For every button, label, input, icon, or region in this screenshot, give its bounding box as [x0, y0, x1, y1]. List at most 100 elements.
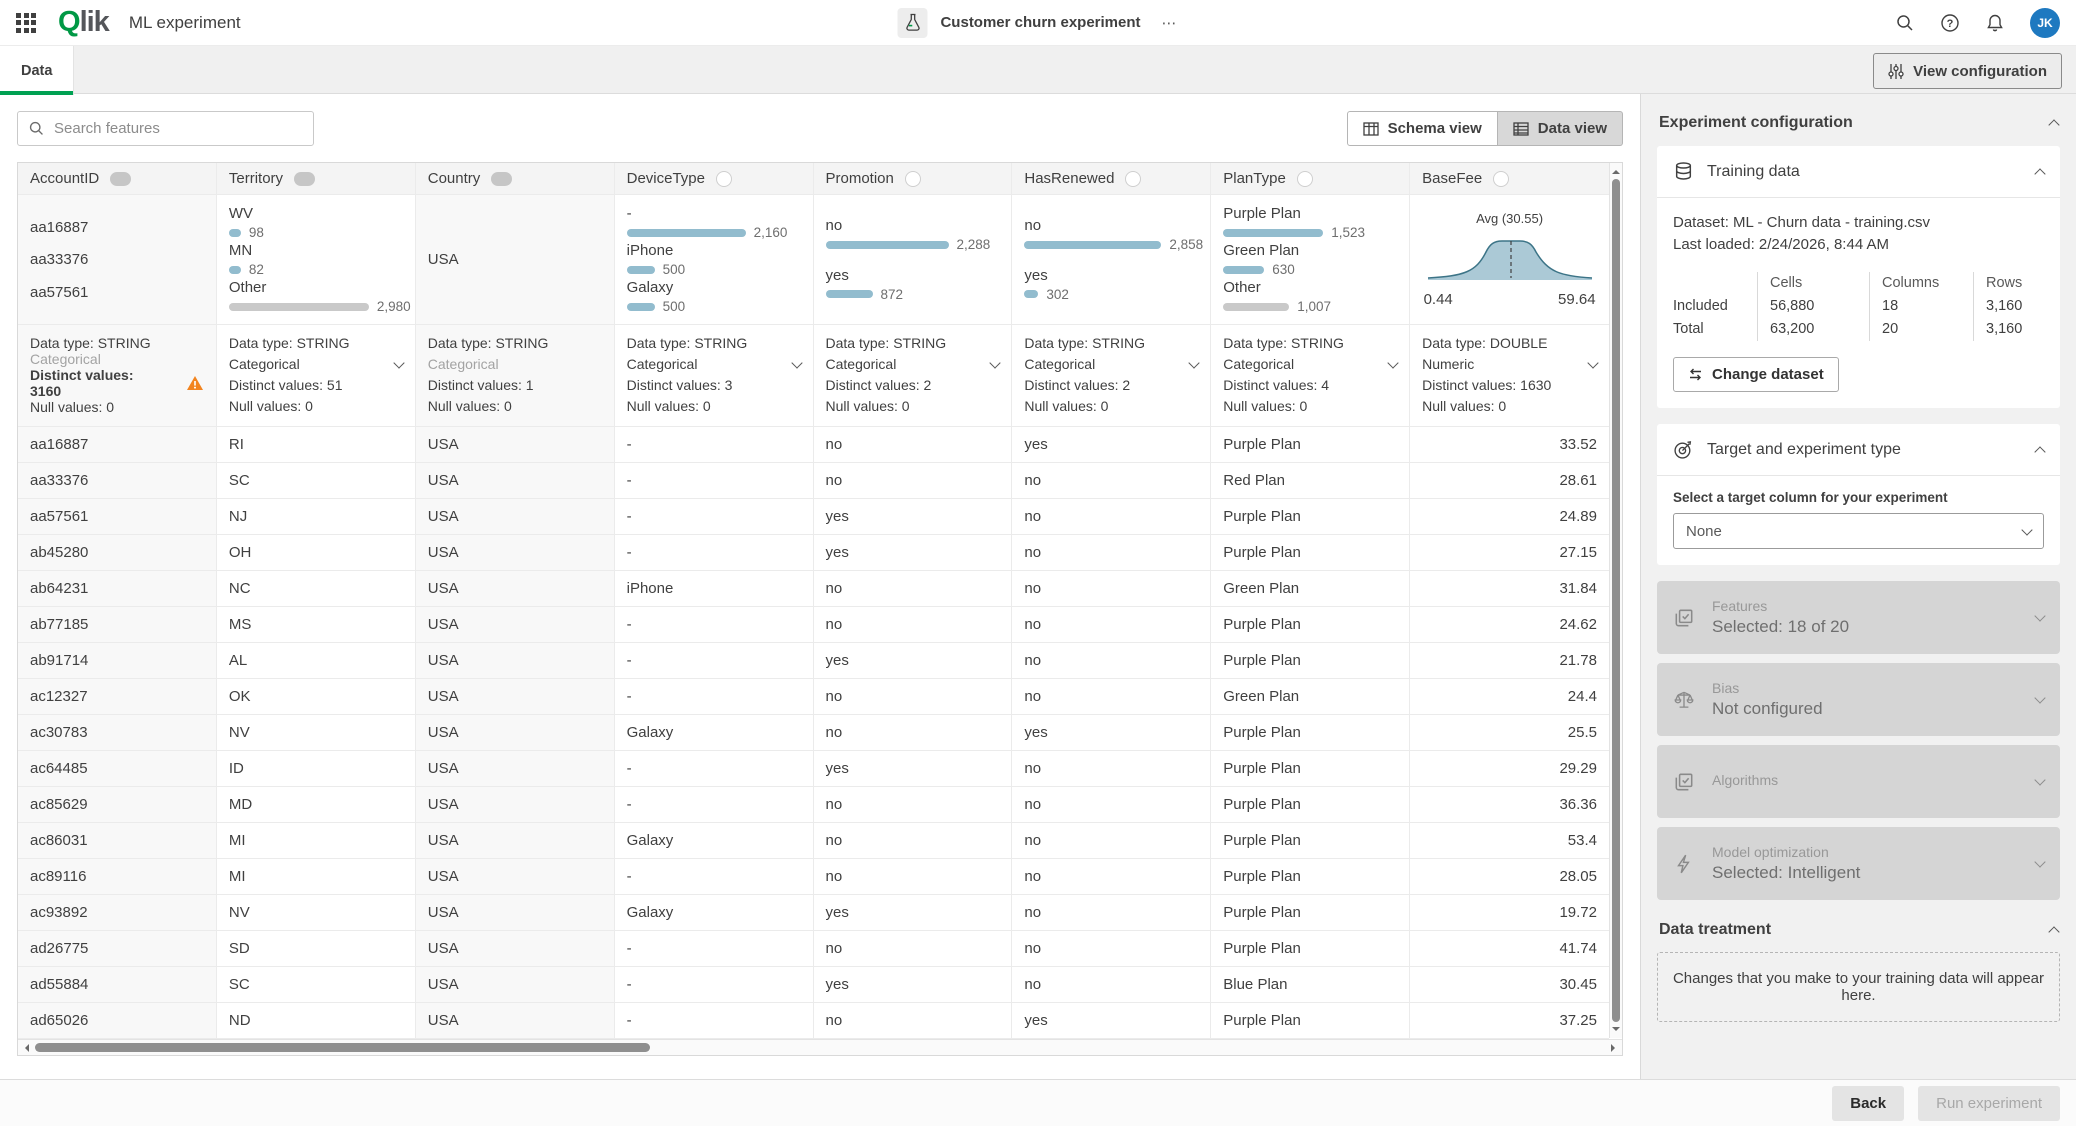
- sliders-icon: [1888, 63, 1904, 79]
- column-toggle[interactable]: [110, 171, 132, 186]
- table-cell: no: [813, 427, 1013, 463]
- view-configuration-button[interactable]: View configuration: [1873, 53, 2062, 89]
- column-toggle[interactable]: [294, 171, 316, 186]
- search-icon[interactable]: [1895, 13, 1915, 33]
- feature-type-value: Categorical: [228, 356, 300, 372]
- table-cell: Galaxy: [614, 895, 814, 931]
- chevron-down-icon: [2034, 692, 2046, 704]
- table-cell: USA: [415, 499, 615, 535]
- table-cell: ab64231: [18, 571, 217, 607]
- data-type-label: Data type: STRING: [1024, 335, 1145, 351]
- feature-type-value: Numeric: [1422, 356, 1475, 372]
- algorithms-title: Algorithms: [1712, 772, 1779, 788]
- search-features-input[interactable]: [54, 120, 303, 137]
- table-cell: Purple Plan: [1211, 859, 1411, 895]
- table-cell: -: [614, 859, 814, 895]
- table-cell: SC: [216, 463, 416, 499]
- collapse-target-icon[interactable]: [2034, 445, 2046, 458]
- vertical-scrollbar[interactable]: [1609, 163, 1622, 1038]
- section-model-optimization[interactable]: Model optimization Selected: Intelligent: [1657, 827, 2060, 900]
- column-summary-DeviceType: - 2,160 iPhone 500 Galaxy 500: [614, 195, 814, 325]
- feature-type-select[interactable]: Categorical: [1223, 356, 1399, 372]
- feature-type-select[interactable]: Categorical: [228, 356, 405, 372]
- column-summary-Country: USA: [415, 195, 615, 325]
- table-cell: no: [1012, 787, 1212, 823]
- section-algorithms[interactable]: Algorithms: [1657, 745, 2060, 818]
- column-header-label: PlanType: [1223, 170, 1286, 187]
- collapse-training-icon[interactable]: [2034, 167, 2046, 180]
- feature-type-select[interactable]: Numeric: [1422, 356, 1599, 372]
- help-icon[interactable]: ?: [1940, 13, 1960, 33]
- table-cell: OH: [216, 535, 416, 571]
- section-bias[interactable]: Bias Not configured: [1657, 663, 2060, 736]
- table-cell: 27.15: [1410, 535, 1609, 571]
- table-cell: no: [1012, 967, 1212, 1003]
- user-avatar[interactable]: JK: [2030, 7, 2060, 38]
- horizontal-scrollbar-thumb[interactable]: [35, 1043, 650, 1052]
- experiment-flask-chip[interactable]: [897, 7, 928, 38]
- table-cell: -: [614, 607, 814, 643]
- table-cell: yes: [813, 895, 1013, 931]
- table-cell: 24.4: [1410, 679, 1609, 715]
- schema-view-button[interactable]: Schema view: [1346, 111, 1498, 146]
- column-header-label: BaseFee: [1422, 170, 1483, 187]
- target-column-label: Select a target column for your experime…: [1673, 490, 1948, 505]
- summary-category-label: yes: [825, 266, 849, 284]
- column-header-AccountID: AccountID: [18, 163, 217, 195]
- distinct-values-label: Distinct values: 2: [1024, 377, 1131, 393]
- back-button[interactable]: Back: [1832, 1085, 1905, 1121]
- training-stats: Cells Columns Rows Included 56,880 18 3,…: [1673, 272, 2044, 341]
- vertical-scrollbar-thumb[interactable]: [1612, 179, 1620, 1022]
- search-features-box[interactable]: [17, 111, 314, 146]
- summary-category-bar: [228, 228, 241, 237]
- table-cell: 28.61: [1410, 463, 1609, 499]
- training-data-header[interactable]: Training data: [1657, 146, 2060, 198]
- column-toggle[interactable]: [716, 170, 732, 187]
- table-cell: no: [1012, 463, 1212, 499]
- target-header[interactable]: Target and experiment type: [1657, 424, 2060, 476]
- collapse-panel-icon[interactable]: [2048, 119, 2060, 131]
- summary-category-label: Other: [1223, 279, 1261, 296]
- horizontal-scrollbar[interactable]: [18, 1039, 1622, 1055]
- chevron-down-icon: [2034, 610, 2046, 622]
- table-cell: 36.36: [1410, 787, 1609, 823]
- feature-type-select[interactable]: Categorical: [627, 356, 803, 372]
- summary-category-bar: [825, 290, 873, 299]
- run-experiment-button[interactable]: Run experiment: [1918, 1085, 2060, 1121]
- footer-bar: Back Run experiment: [0, 1079, 2076, 1126]
- data-view-button[interactable]: Data view: [1497, 111, 1623, 146]
- collapse-data-treatment-icon[interactable]: [2048, 926, 2060, 938]
- table-cell: ad55884: [18, 967, 217, 1003]
- section-features[interactable]: Features Selected: 18 of 20: [1657, 581, 2060, 654]
- table-cell: yes: [813, 751, 1013, 787]
- feature-type-select[interactable]: Categorical: [826, 356, 1002, 372]
- column-toggle[interactable]: [491, 171, 513, 186]
- table-cell: Purple Plan: [1211, 751, 1411, 787]
- table-cell: aa16887: [18, 427, 217, 463]
- notifications-bell-icon[interactable]: [1985, 13, 2005, 33]
- experiment-menu-button[interactable]: ⋯: [1161, 14, 1179, 32]
- table-cell: yes: [813, 643, 1013, 679]
- target-column-select[interactable]: None: [1673, 513, 2044, 549]
- table-cell: 24.89: [1410, 499, 1609, 535]
- target-card: Target and experiment type Select a targ…: [1657, 424, 2060, 565]
- model-optimization-subtitle: Selected: Intelligent: [1712, 863, 1861, 882]
- column-toggle[interactable]: [1125, 170, 1142, 187]
- table-cell: Purple Plan: [1211, 499, 1411, 535]
- change-dataset-button[interactable]: Change dataset: [1673, 357, 1839, 392]
- experiment-breadcrumb: Customer churn experiment ⋯: [897, 7, 1179, 38]
- view-toggle: Schema view Data view: [1346, 111, 1623, 146]
- column-summary-BaseFee: Avg (30.55) 0.44 59.64: [1410, 195, 1609, 325]
- column-toggle[interactable]: [904, 170, 921, 187]
- table-cell: -: [614, 931, 814, 967]
- table-cell: 21.78: [1410, 643, 1609, 679]
- app-launcher-icon[interactable]: [16, 12, 36, 33]
- column-toggle[interactable]: [1493, 170, 1510, 187]
- feature-type-select[interactable]: Categorical: [1024, 356, 1200, 372]
- table-cell: -: [614, 535, 814, 571]
- distribution-chart: [1422, 236, 1597, 282]
- tab-data[interactable]: Data: [0, 46, 75, 95]
- column-toggle[interactable]: [1296, 170, 1313, 187]
- data-table: AccountID Territory Country DeviceType Promo…: [18, 163, 1609, 1039]
- table-cell: USA: [415, 643, 615, 679]
